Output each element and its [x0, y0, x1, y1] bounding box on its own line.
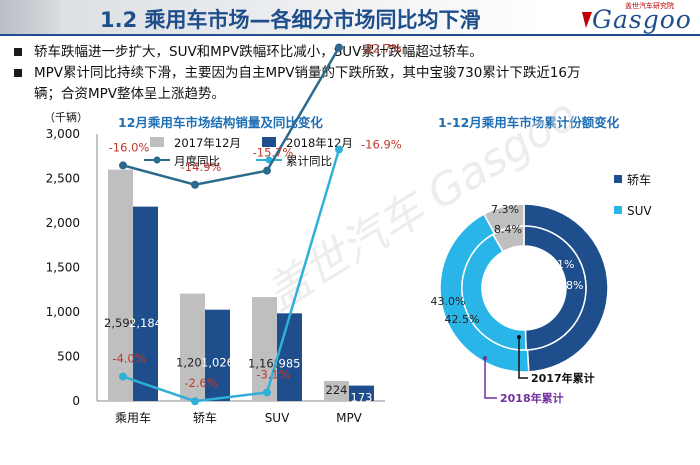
x-category-label: MPV [336, 411, 363, 425]
legend-swatch [262, 137, 276, 147]
bullet-continuation: 辆；合资MPV整体呈上涨趋势。 [12, 84, 692, 105]
logo-mark-icon [582, 12, 592, 28]
donut-value-label: 49.8% [549, 279, 584, 292]
line-value-label: -14.9% [181, 160, 222, 174]
bar-value-label: 1,026 [201, 355, 234, 369]
y-tick-label: 0 [72, 394, 80, 408]
line-value-label: -15.7% [253, 146, 294, 160]
legend-label: 累计同比 [286, 154, 332, 168]
x-category-label: 轿车 [193, 410, 217, 425]
annotation-2017-dot [517, 335, 521, 339]
donut-chart-title: 1-12月乘用车市场累计份额变化 [438, 115, 620, 130]
logo-wordmark: Gasgoo [592, 5, 692, 34]
y-tick-label: 2,000 [46, 216, 80, 230]
annotation-2018-label: 2018年累计 [500, 391, 564, 405]
cumulative-yoy-line [122, 149, 341, 403]
bullet-square-icon [14, 48, 22, 56]
bar-2018 [349, 385, 374, 401]
inner-ring-2018-segment [523, 225, 587, 351]
line-value-label: -4.0% [112, 352, 145, 366]
bar-2017 [108, 169, 133, 401]
line-marker [335, 43, 343, 52]
line-marker [335, 145, 343, 154]
line-value-label: -16.9% [361, 138, 402, 152]
donut-legend-swatch [614, 175, 622, 183]
slide-title: 1.2 乘用车市场—各细分市场同比均下滑 [100, 8, 481, 32]
bullet-text: 轿车跌幅进一步扩大，SUV和MPV跌幅环比减小，SUV累计跌幅超过轿车。 [34, 44, 483, 60]
bullet-list: 轿车跌幅进一步扩大，SUV和MPV跌幅环比减小，SUV累计跌幅超过轿车。 MPV… [12, 42, 692, 105]
inner-ring-2018-segment [491, 225, 525, 253]
bar-value-label: 1,207 [176, 356, 209, 370]
legend-marker [153, 156, 161, 164]
bar-chart-title: 12月乘用车市场结构销量及同比变化 [118, 115, 323, 130]
donut-legend-label: SUV [627, 204, 652, 218]
legend-label: 2018年12月 [286, 136, 353, 150]
gasgoo-logo: 盖世汽车研究院 Gasgoo [580, 2, 698, 34]
y-tick-label: 1,000 [46, 305, 80, 319]
y-tick-label: 3,000 [46, 127, 80, 141]
annotation-2018-leader [484, 358, 497, 399]
line-marker [119, 161, 127, 170]
donut-value-label: 7.3% [491, 203, 519, 216]
bar-value-label: 173 [351, 391, 373, 405]
annotation-2017-leader [518, 337, 528, 379]
bullet-item: 轿车跌幅进一步扩大，SUV和MPV跌幅环比减小，SUV累计跌幅超过轿车。 [12, 42, 692, 63]
bar-2018 [133, 206, 158, 401]
monthly-yoy-line [122, 46, 341, 187]
x-category-label: SUV [265, 411, 290, 425]
bar-value-label: 2,184 [129, 316, 162, 330]
header-accent [0, 0, 60, 34]
line-marker [191, 180, 199, 189]
bar-value-label: 985 [279, 357, 301, 371]
bar-value-label: 224 [326, 383, 348, 397]
donut-value-label: 42.5% [445, 313, 480, 326]
line-value-label: -16.0% [109, 140, 150, 154]
bar-2017 [180, 293, 205, 401]
annotation-2018-dot [483, 356, 487, 360]
header-rule [0, 34, 700, 36]
legend-marker [265, 156, 273, 164]
bar-2017 [324, 381, 349, 401]
bar-value-label: 1,168 [248, 357, 281, 371]
bar-value-label: 2,599 [104, 316, 137, 330]
slide-header: 1.2 乘用车市场—各细分市场同比均下滑 盖世汽车研究院 Gasgoo [0, 0, 700, 38]
y-tick-label: 500 [57, 350, 80, 364]
line-marker [191, 397, 199, 406]
legend-swatch [150, 137, 164, 147]
donut-legend-swatch [614, 206, 622, 214]
bar-2018 [205, 309, 230, 401]
donut-value-label: 8.4% [494, 223, 522, 236]
line-value-label: -22.7% [361, 41, 402, 55]
line-value-label: -3.1% [256, 367, 289, 381]
legend-label: 2017年12月 [174, 136, 241, 150]
bullet-square-icon [14, 69, 22, 77]
donut-value-label: 49.1% [540, 258, 575, 271]
annotation-2017-label: 2017年累计 [531, 371, 595, 385]
legend-label: 月度同比 [174, 154, 220, 168]
x-category-label: 乘用车 [115, 410, 151, 425]
line-marker [119, 372, 127, 381]
logo-tagline: 盖世汽车研究院 [625, 2, 674, 10]
donut-legend-label: 轿车 [627, 172, 651, 187]
inner-ring-2018-segment [461, 233, 527, 351]
y-tick-label: 2,500 [46, 172, 80, 186]
donut-value-label: 43.0% [431, 295, 466, 308]
bar-2017 [252, 297, 277, 401]
header-band [0, 0, 545, 34]
bullet-text: MPV累计同比持续下滑，主要因为自主MPV销量的下跌所致，其中宝骏730累计下跌… [34, 65, 581, 81]
line-marker [263, 166, 271, 175]
bullet-item: MPV累计同比持续下滑，主要因为自主MPV销量的下跌所致，其中宝骏730累计下跌… [12, 63, 692, 84]
y-axis-unit-label: （千辆） [44, 110, 88, 124]
line-value-label: -2.6% [184, 376, 217, 390]
bar-2018 [277, 313, 302, 401]
y-tick-label: 1,500 [46, 261, 80, 275]
bullet-text: 辆；合资MPV整体呈上涨趋势。 [34, 86, 226, 102]
line-marker [263, 388, 271, 397]
